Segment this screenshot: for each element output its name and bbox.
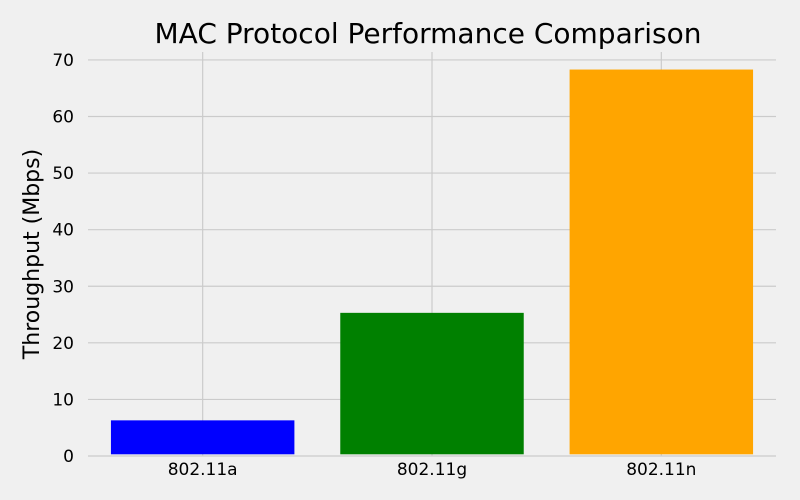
- y-tick-labels: 0 10 20 30 40 50 60 70: [52, 51, 74, 467]
- bar-802-11a: [110, 420, 295, 455]
- y-tick-label: 40: [52, 221, 74, 241]
- x-tick-label: 802.11g: [397, 460, 467, 480]
- y-tick-label: 0: [63, 447, 74, 467]
- y-axis-label: Throughput (Mbps): [20, 149, 45, 360]
- y-tick-label: 10: [52, 390, 74, 410]
- y-tick-label: 20: [52, 334, 74, 354]
- x-tick-labels: 802.11a 802.11g 802.11n: [168, 460, 697, 480]
- bar-802-11g: [340, 312, 524, 455]
- y-tick-label: 60: [52, 108, 74, 128]
- y-tick-label: 70: [52, 51, 74, 71]
- chart-title: MAC Protocol Performance Comparison: [155, 17, 702, 50]
- bar-802-11n: [569, 69, 754, 455]
- y-tick-label: 30: [52, 277, 74, 297]
- y-tick-label: 50: [52, 164, 74, 184]
- x-tick-label: 802.11a: [168, 460, 238, 480]
- bars: [110, 69, 754, 455]
- x-tick-label: 802.11n: [626, 460, 696, 480]
